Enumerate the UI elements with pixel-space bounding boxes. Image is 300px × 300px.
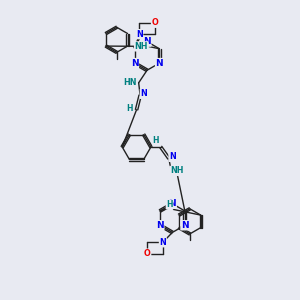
Text: N: N [169, 199, 176, 208]
Text: HN: HN [124, 78, 137, 87]
Text: NH: NH [135, 42, 148, 51]
Text: N: N [156, 221, 164, 230]
Text: N: N [143, 37, 151, 46]
Text: N: N [140, 89, 147, 98]
Text: N: N [136, 30, 143, 39]
Text: N: N [131, 58, 138, 68]
Text: N: N [169, 152, 176, 161]
Text: O: O [152, 18, 158, 27]
Text: NH: NH [170, 167, 183, 176]
Text: N: N [160, 238, 166, 247]
Text: N: N [156, 58, 163, 68]
Text: H: H [127, 104, 133, 113]
Text: H: H [153, 136, 159, 145]
Text: H: H [166, 200, 173, 209]
Text: O: O [144, 249, 151, 258]
Text: N: N [181, 221, 189, 230]
